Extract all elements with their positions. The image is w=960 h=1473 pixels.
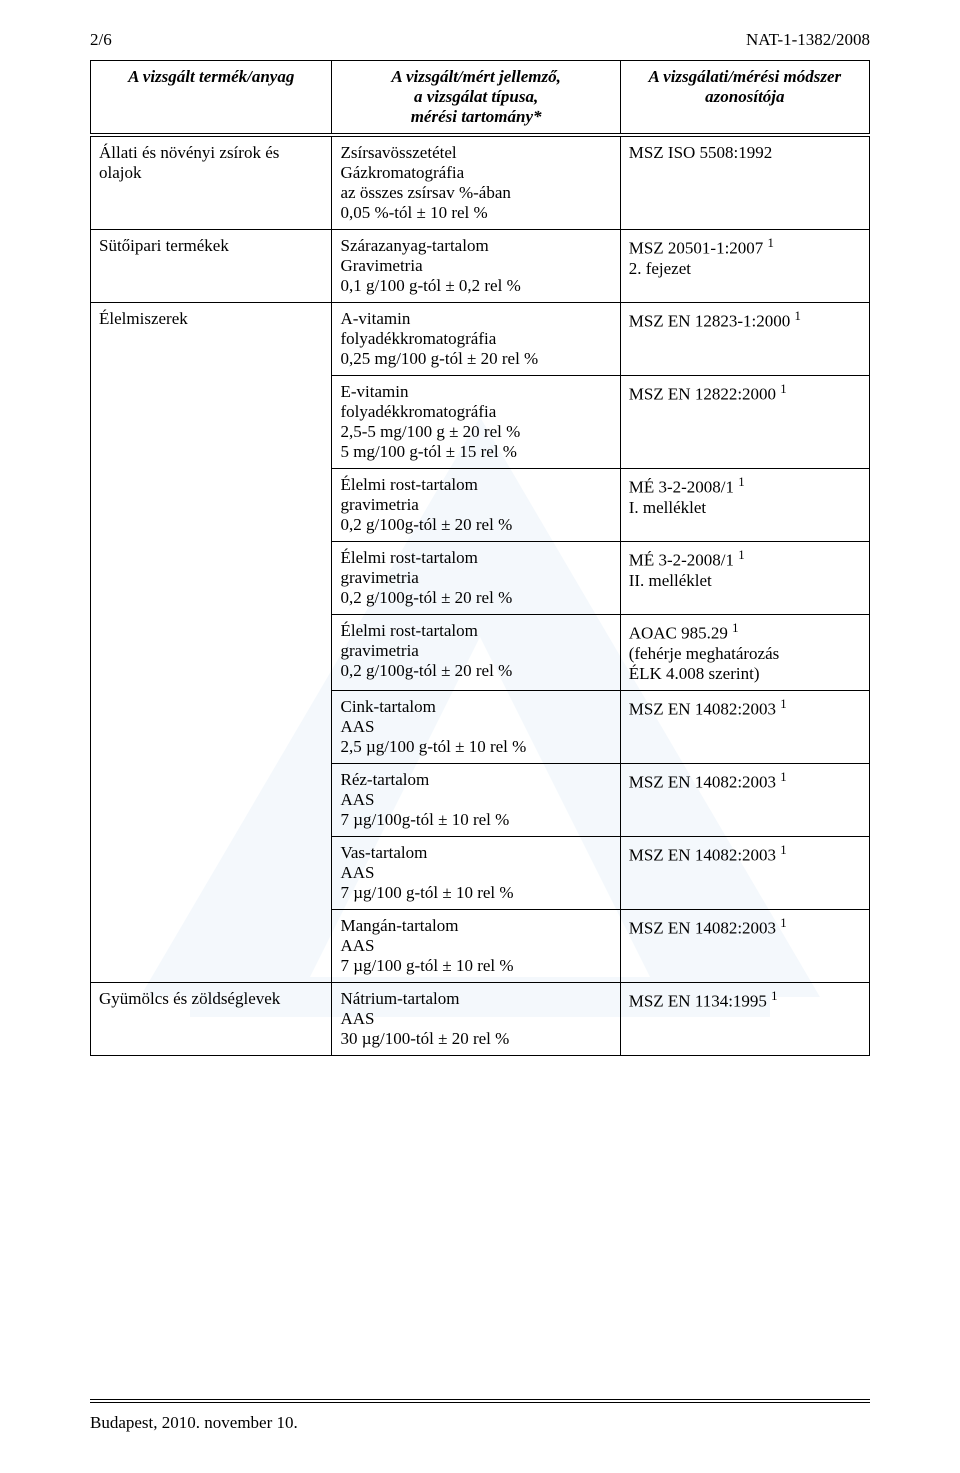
page-footer: Budapest, 2010. november 10. [90, 1399, 870, 1433]
doc-id: NAT-1-1382/2008 [746, 30, 870, 50]
cell-product: Gyümölcs és zöldséglevek [91, 982, 332, 1055]
cell-method: MSZ ISO 5508:1992 [620, 135, 869, 230]
data-table: A vizsgált termék/anyag A vizsgált/mért … [90, 60, 870, 1056]
cell-feature: Élelmi rost-tartalom gravimetria 0,2 g/1… [332, 542, 620, 615]
cell-method: MSZ 20501-1:2007 1 2. fejezet [620, 230, 869, 303]
cell-feature: Réz-tartalom AAS 7 µg/100g-tól ± 10 rel … [332, 763, 620, 836]
page-number: 2/6 [90, 30, 112, 50]
table-row: Gyümölcs és zöldséglevekNátrium-tartalom… [91, 982, 870, 1055]
cell-feature: Élelmi rost-tartalom gravimetria 0,2 g/1… [332, 469, 620, 542]
cell-method: MÉ 3-2-2008/1 1 I. melléklet [620, 469, 869, 542]
table-row: ÉlelmiszerekA-vitamin folyadékkromatográ… [91, 303, 870, 376]
cell-feature: E-vitamin folyadékkromatográfia 2,5-5 mg… [332, 376, 620, 469]
table-row: Sütőipari termékekSzárazanyag-tartalom G… [91, 230, 870, 303]
cell-method: AOAC 985.29 1 (fehérje meghatározás ÉLK … [620, 615, 869, 691]
table-row: Állati és növényi zsírok és olajokZsírsa… [91, 135, 870, 230]
cell-method: MÉ 3-2-2008/1 1 II. melléklet [620, 542, 869, 615]
cell-product: Állati és növényi zsírok és olajok [91, 135, 332, 230]
cell-feature: Nátrium-tartalom AAS 30 µg/100-tól ± 20 … [332, 982, 620, 1055]
page-header: 2/6 NAT-1-1382/2008 [90, 30, 870, 50]
cell-method: MSZ EN 12823-1:2000 1 [620, 303, 869, 376]
cell-feature: Élelmi rost-tartalom gravimetria 0,2 g/1… [332, 615, 620, 691]
footer-place-date: Budapest, 2010. november 10. [90, 1413, 870, 1433]
cell-feature: Vas-tartalom AAS 7 µg/100 g-tól ± 10 rel… [332, 836, 620, 909]
col-header-feature: A vizsgált/mért jellemző, a vizsgálat tí… [332, 61, 620, 136]
footer-divider [90, 1399, 870, 1403]
cell-method: MSZ EN 14082:2003 1 [620, 836, 869, 909]
cell-feature: Mangán-tartalom AAS 7 µg/100 g-tól ± 10 … [332, 909, 620, 982]
cell-method: MSZ EN 12822:2000 1 [620, 376, 869, 469]
cell-method: MSZ EN 1134:1995 1 [620, 982, 869, 1055]
cell-method: MSZ EN 14082:2003 1 [620, 690, 869, 763]
col-header-method: A vizsgálati/mérési módszer azonosítója [620, 61, 869, 136]
cell-method: MSZ EN 14082:2003 1 [620, 763, 869, 836]
cell-product: Sütőipari termékek [91, 230, 332, 303]
cell-feature: A-vitamin folyadékkromatográfia 0,25 mg/… [332, 303, 620, 376]
col-header-product: A vizsgált termék/anyag [91, 61, 332, 136]
cell-feature: Cink-tartalom AAS 2,5 µg/100 g-tól ± 10 … [332, 690, 620, 763]
cell-feature: Zsírsavösszetétel Gázkromatográfia az ös… [332, 135, 620, 230]
table-header-row: A vizsgált termék/anyag A vizsgált/mért … [91, 61, 870, 136]
cell-product: Élelmiszerek [91, 303, 332, 983]
cell-method: MSZ EN 14082:2003 1 [620, 909, 869, 982]
cell-feature: Szárazanyag-tartalom Gravimetria 0,1 g/1… [332, 230, 620, 303]
